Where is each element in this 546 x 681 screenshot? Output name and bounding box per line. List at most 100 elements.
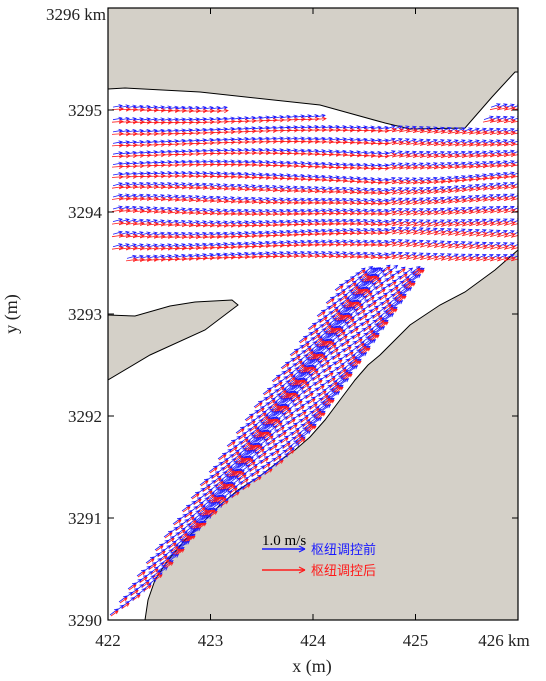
velocity-arrow	[447, 222, 460, 227]
velocity-arrow	[259, 230, 270, 235]
velocity-arrow	[349, 165, 362, 171]
velocity-arrow	[189, 232, 200, 236]
velocity-arrow	[245, 196, 256, 201]
velocity-arrow	[287, 240, 298, 244]
velocity-arrow	[227, 484, 236, 491]
velocity-arrow	[197, 507, 206, 514]
velocity-arrow	[251, 150, 264, 156]
velocity-arrow	[328, 231, 341, 236]
velocity-arrow	[454, 244, 467, 249]
velocity-arrow	[146, 131, 159, 137]
velocity-arrow	[119, 182, 130, 186]
velocity-arrow	[141, 581, 150, 588]
velocity-arrow	[468, 221, 481, 227]
velocity-arrow	[304, 373, 314, 381]
velocity-arrow	[440, 230, 453, 236]
y-tick-label: 3291	[68, 509, 102, 528]
velocity-arrow	[265, 394, 274, 401]
velocity-arrow	[313, 360, 323, 368]
velocity-arrow	[111, 119, 124, 124]
velocity-arrow	[277, 412, 287, 420]
velocity-arrow	[229, 446, 238, 453]
velocity-arrow	[343, 187, 354, 191]
velocity-arrow	[251, 254, 264, 259]
x-tick-label: 424	[300, 631, 326, 650]
velocity-arrow	[314, 177, 327, 183]
velocity-arrow	[364, 292, 373, 299]
velocity-arrow	[112, 104, 123, 109]
velocity-arrow	[160, 162, 173, 168]
velocity-arrow	[293, 176, 306, 182]
velocity-arrow	[476, 150, 487, 155]
velocity-arrow	[301, 383, 310, 390]
velocity-arrow	[496, 245, 509, 250]
velocity-arrow	[213, 477, 222, 484]
velocity-arrow	[378, 252, 389, 257]
velocity-arrow	[210, 183, 221, 188]
velocity-arrow	[328, 152, 341, 157]
velocity-arrow	[237, 254, 250, 260]
velocity-arrow	[182, 220, 193, 224]
velocity-arrow	[203, 231, 214, 236]
velocity-arrow	[399, 273, 408, 280]
velocity-arrow	[280, 173, 291, 178]
velocity-arrow	[244, 150, 257, 156]
y-tick-labels: 3290 3291 3292 3293 3294 3295 3296 km	[46, 5, 106, 630]
velocity-arrow	[237, 150, 250, 156]
velocity-arrow	[195, 245, 208, 251]
velocity-arrow	[343, 208, 354, 213]
velocity-arrow	[503, 221, 516, 226]
velocity-arrow	[181, 162, 194, 167]
velocity-arrow	[462, 150, 473, 156]
velocity-arrow	[490, 172, 501, 177]
velocity-arrow	[378, 239, 389, 244]
velocity-arrow	[196, 208, 207, 212]
velocity-arrow	[168, 542, 177, 549]
velocity-arrow	[240, 478, 249, 485]
velocity-arrow	[256, 448, 265, 455]
velocity-arrow	[346, 277, 355, 284]
velocity-arrow	[376, 319, 385, 326]
velocity-arrow	[143, 585, 152, 592]
velocity-arrow	[223, 162, 236, 167]
velocity-arrow	[300, 416, 309, 423]
velocity-arrow	[342, 140, 355, 145]
velocity-arrow	[111, 131, 124, 137]
velocity-arrow	[325, 327, 334, 334]
velocity-arrow	[175, 231, 186, 236]
velocity-arrow	[326, 341, 335, 348]
velocity-arrow	[154, 194, 165, 199]
velocity-arrow	[111, 106, 124, 112]
velocity-arrow	[314, 164, 327, 170]
velocity-arrow	[294, 219, 305, 224]
velocity-arrow	[161, 182, 172, 186]
velocity-arrow	[161, 231, 172, 236]
velocity-arrow	[469, 150, 480, 156]
velocity-arrow	[272, 175, 285, 181]
velocity-arrow	[385, 125, 396, 130]
velocity-arrow	[280, 219, 291, 224]
velocity-arrow	[343, 228, 354, 233]
velocity-arrow	[433, 255, 446, 261]
velocity-arrow	[504, 149, 515, 155]
velocity-arrow	[317, 354, 326, 361]
velocity-arrow	[139, 174, 152, 179]
velocity-arrow	[340, 321, 350, 329]
velocity-arrow	[216, 150, 229, 156]
velocity-arrow	[133, 231, 144, 236]
velocity-arrow	[331, 334, 341, 342]
velocity-arrow	[384, 270, 393, 277]
velocity-arrow	[241, 464, 251, 472]
velocity-arrow	[220, 459, 229, 466]
velocity-arrow	[139, 576, 148, 583]
velocity-arrow	[259, 240, 270, 245]
velocity-arrow	[294, 208, 305, 213]
velocity-arrow	[282, 442, 291, 449]
velocity-arrow	[319, 316, 328, 323]
velocity-arrow	[216, 174, 229, 179]
velocity-arrow	[126, 193, 137, 198]
velocity-arrow	[231, 451, 240, 458]
velocity-arrow	[181, 256, 194, 261]
velocity-arrow	[265, 435, 274, 442]
velocity-arrow	[153, 108, 166, 113]
